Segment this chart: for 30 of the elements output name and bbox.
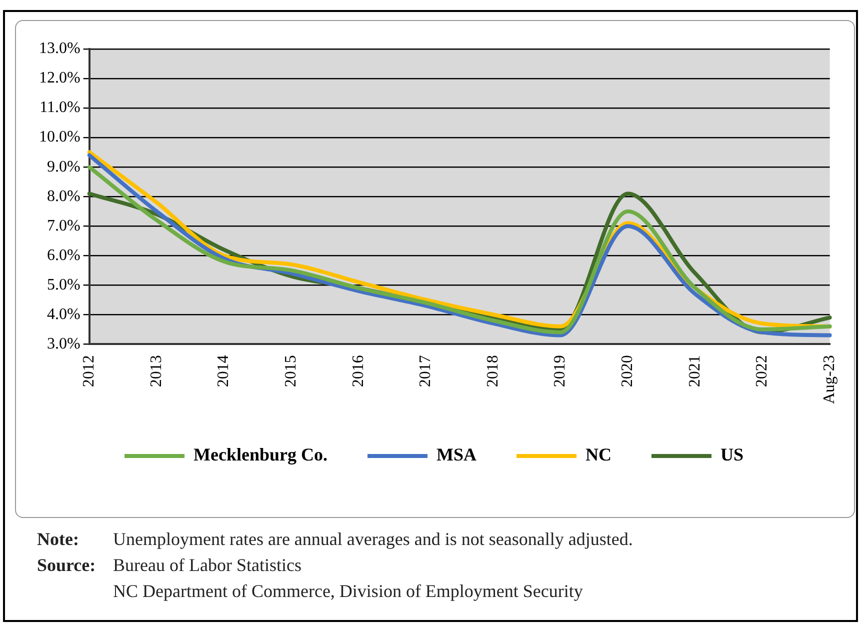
x-tick-label: 2016 [350, 355, 367, 388]
legend-label: Mecklenburg Co. [194, 444, 328, 465]
x-tick-label: 2019 [552, 355, 569, 388]
x-tick-label: 2013 [148, 355, 165, 388]
y-tick-label: 7.0% [47, 217, 80, 234]
x-tick-label: 2021 [686, 355, 704, 388]
x-tick-label: 2014 [215, 355, 232, 388]
x-tick-label: 2015 [282, 355, 300, 388]
legend-label: MSA [436, 444, 476, 465]
y-tick-label: 10.0% [39, 128, 80, 146]
legend-label: US [720, 444, 744, 465]
x-tick-label: 2022 [754, 355, 771, 388]
y-tick-label: 4.0% [47, 306, 80, 323]
text: Note: Unemployment rates are annual averages and is not seasonally adjusted. [37, 529, 633, 549]
y-tick-label: 5.0% [47, 276, 80, 294]
y-tick-label: 9.0% [47, 158, 80, 176]
y-tick-label: 11.0% [40, 99, 80, 116]
x-tick-label: Aug-23 [821, 355, 838, 404]
y-tick-label: 3.0% [47, 335, 80, 352]
text: NC Department of Commerce, Division of Employment Security [112, 580, 584, 603]
legend-label: NC [585, 444, 612, 465]
y-tick-label: 6.0% [47, 246, 80, 264]
y-tick-label: 13.0% [39, 40, 80, 58]
x-tick-label: 2020 [619, 355, 636, 388]
y-tick-label: 12.0% [39, 70, 80, 87]
x-tick-label: 2018 [484, 355, 502, 388]
source-note: Source: Bureau of Labor Statistics [37, 554, 302, 577]
x-tick-label: 2017 [417, 355, 434, 388]
y-tick-label: 8.0% [47, 188, 80, 205]
x-tick-label: 2012 [80, 355, 98, 388]
